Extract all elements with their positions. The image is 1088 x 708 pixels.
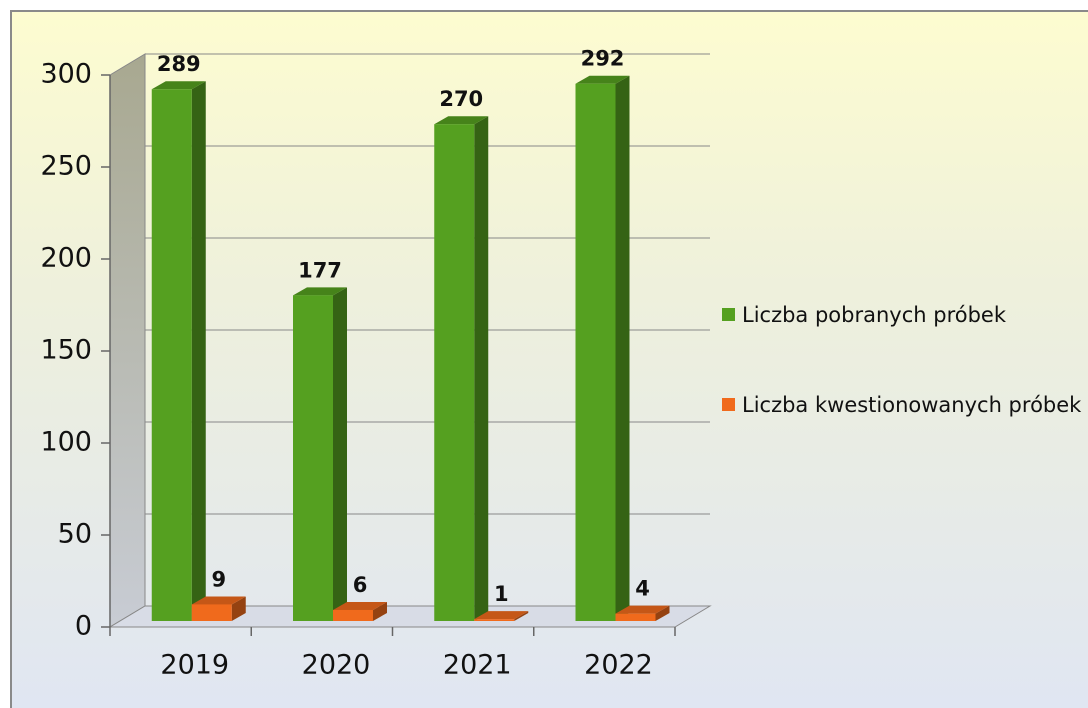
bar-front: [615, 613, 656, 621]
bar: [434, 116, 489, 621]
bar: [151, 81, 206, 622]
bar-side: [373, 601, 387, 621]
bar-top: [615, 605, 670, 614]
bar-side: [615, 75, 630, 622]
x-tick-label: 2020: [302, 650, 371, 681]
legend-key: [722, 398, 735, 411]
data-label: 289: [157, 52, 201, 76]
bar-top: [333, 601, 387, 610]
bar-top: [293, 287, 347, 296]
y-tick-label: 250: [40, 151, 92, 182]
bar-top: [151, 81, 206, 90]
data-label: 292: [581, 47, 625, 71]
bar-top: [575, 75, 630, 84]
bar-front: [575, 83, 616, 622]
bar-front: [191, 604, 232, 621]
legend-label: Liczba pobranych próbek: [742, 303, 1007, 327]
data-label: 177: [298, 258, 342, 282]
legend-item: Liczba kwestionowanych próbek: [722, 392, 1082, 418]
data-label: 4: [635, 577, 650, 601]
bar-front: [474, 619, 515, 621]
bar-top: [434, 116, 489, 125]
bar-side: [333, 287, 347, 621]
y-tick-label: 50: [58, 519, 92, 550]
data-label: 270: [439, 87, 483, 111]
bar-side: [474, 116, 489, 621]
data-label: 1: [494, 582, 509, 606]
bar: [293, 287, 347, 621]
y-tick-label: 0: [75, 611, 92, 642]
bar: [474, 611, 529, 621]
bar: [575, 75, 630, 622]
x-tick-label: 2021: [443, 650, 512, 681]
bar: [191, 596, 246, 621]
y-tick-label: 100: [40, 427, 92, 458]
bar-side: [191, 81, 206, 622]
y-tick-label: 200: [40, 243, 92, 274]
legend-item: Liczba pobranych próbek: [722, 302, 1082, 328]
data-label: 6: [353, 573, 368, 597]
y-tick-label: 300: [40, 59, 92, 90]
legend-label: Liczba kwestionowanych próbek: [742, 393, 1082, 417]
bar-top: [191, 596, 246, 605]
bar-side: [231, 596, 246, 621]
legend-key: [722, 308, 735, 321]
bar-front: [293, 295, 333, 621]
bar-front: [333, 609, 373, 621]
bar-top: [474, 611, 529, 620]
side-wall: [109, 53, 146, 628]
x-tick-label: 2022: [584, 650, 653, 681]
y-tick-label: 150: [40, 335, 92, 366]
bar-side: [514, 611, 529, 621]
bar: [333, 601, 387, 621]
bar-front: [434, 124, 475, 621]
bar-side: [655, 605, 670, 621]
bar: [615, 605, 670, 621]
data-label: 9: [211, 567, 226, 591]
x-tick-label: 2019: [160, 650, 229, 681]
bar-front: [151, 89, 192, 622]
